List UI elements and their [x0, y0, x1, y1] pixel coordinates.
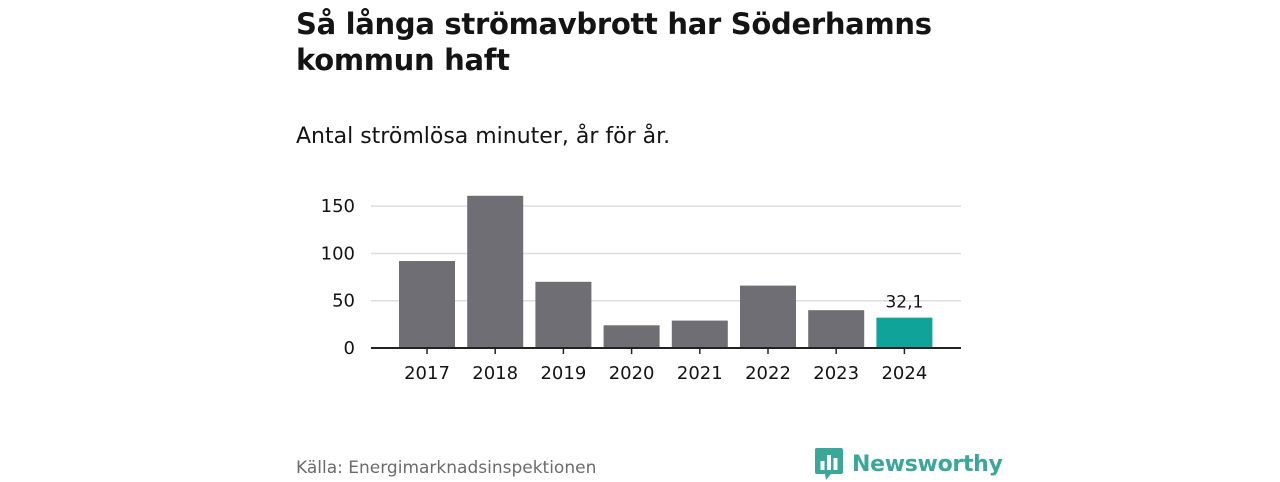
bar-2020 [603, 325, 660, 348]
bar-2017 [399, 261, 455, 348]
x-tick-label: 2021 [677, 363, 723, 384]
y-tick-label: 150 [321, 196, 355, 217]
y-axis-ticks: 0 50 100 150 [321, 196, 355, 359]
x-tick-label: 2020 [609, 363, 655, 384]
source-note: Källa: Energimarknadsinspektionen [296, 458, 597, 478]
bar-2021 [671, 320, 728, 348]
bar-2022 [740, 285, 796, 348]
x-axis-ticks: 2017 2018 2019 2020 2021 2022 2023 2024 [404, 348, 927, 384]
y-tick-label: 0 [344, 338, 355, 359]
gridlines [371, 205, 961, 302]
newsworthy-logo-icon [815, 448, 843, 480]
chart-title: Så långa strömavbrott har Söderhamns kom… [296, 7, 932, 77]
x-tick-label: 2023 [813, 363, 859, 384]
bar-2018 [467, 195, 524, 348]
y-tick-label: 100 [321, 243, 355, 264]
brand: Newsworthy [814, 446, 1003, 482]
data-label: 32,1 [885, 293, 923, 313]
x-tick-label: 2018 [472, 363, 518, 384]
brand-name: Newsworthy [852, 451, 1003, 477]
x-tick-label: 2022 [745, 363, 791, 384]
bars [399, 195, 933, 348]
bar-2019 [535, 281, 592, 348]
bar-2023 [808, 310, 865, 348]
x-tick-label: 2017 [404, 363, 450, 384]
x-tick-label: 2024 [881, 363, 927, 384]
bar-2024 [876, 317, 933, 348]
y-tick-label: 50 [332, 291, 355, 312]
data-labels: 32,1 [885, 293, 923, 313]
chart-subtitle: Antal strömlösa minuter, år för år. [296, 124, 671, 149]
x-tick-label: 2019 [540, 363, 586, 384]
